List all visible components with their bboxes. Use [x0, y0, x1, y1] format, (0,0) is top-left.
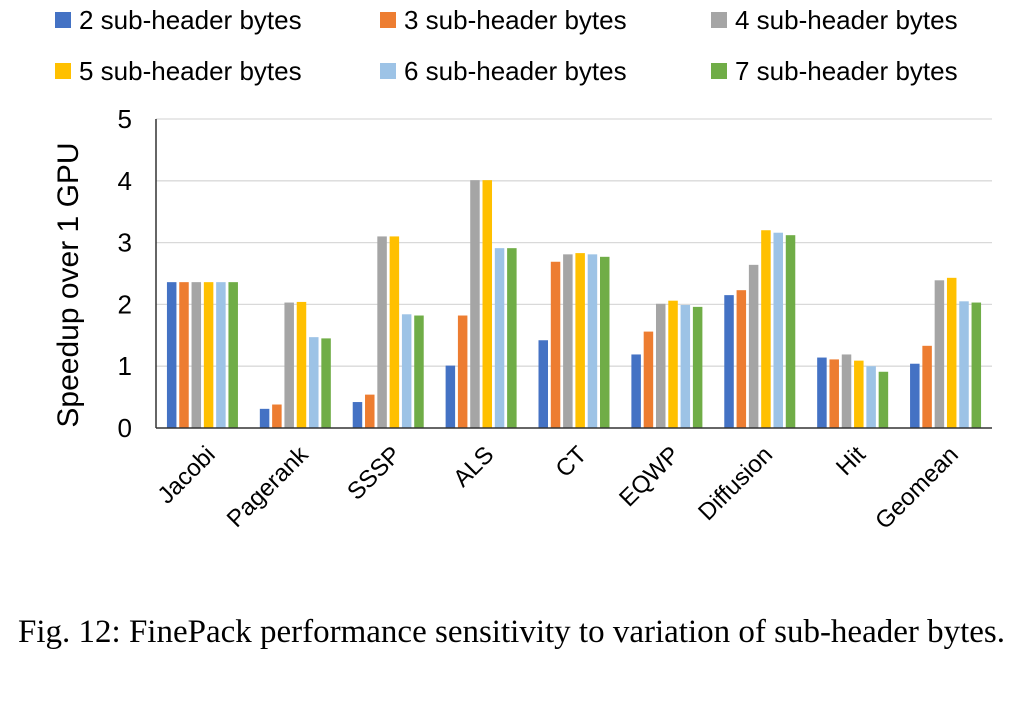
bar-jacobi-series-1 — [166, 282, 177, 428]
bar-ct-series-5 — [587, 254, 598, 428]
bar-geomean-series-1 — [910, 363, 920, 428]
bar-eqwp-series-4 — [668, 300, 678, 428]
y-axis-title: Speedup over 1 GPU — [52, 142, 85, 427]
figure-caption: Fig. 12: FinePack performance sensitivit… — [18, 614, 1006, 650]
bar-geomean-series-3 — [934, 280, 945, 428]
bar-ct-series-4 — [575, 253, 585, 428]
x-tick-label: Geomean — [870, 441, 964, 535]
bar-eqwp-series-3 — [655, 303, 666, 428]
x-tick-labels: Jacobi Pagerank SSSP ALS CT EQWP Diffusion Hit G… — [153, 440, 964, 534]
bar-hit-series-5 — [866, 366, 876, 428]
bar-ct-series-1 — [538, 340, 548, 428]
x-tick-label: Jacobi — [153, 441, 221, 509]
bar-geomean-series-6 — [971, 302, 982, 428]
bars — [166, 180, 982, 428]
bar-pagerank-series-1 — [259, 408, 270, 428]
bar-sssp-series-3 — [377, 236, 387, 428]
bar-sssp-series-1 — [352, 402, 363, 428]
x-tick-label: Hit — [831, 441, 871, 481]
legend-swatch — [711, 12, 727, 28]
bar-diffusion-series-4 — [761, 230, 771, 428]
y-tick-label: 2 — [118, 289, 132, 319]
bar-geomean-series-5 — [959, 301, 969, 428]
bar-ct-series-3 — [563, 254, 573, 428]
y-tick-label: 1 — [118, 351, 132, 381]
y-tick-label: 3 — [118, 228, 132, 258]
legend-swatch — [380, 63, 396, 79]
bar-jacobi-series-5 — [216, 282, 226, 428]
legend-swatch — [55, 63, 71, 79]
bar-diffusion-series-2 — [736, 290, 747, 428]
bar-diffusion-series-5 — [773, 232, 783, 428]
bar-hit-series-6 — [878, 371, 889, 428]
y-tick-labels: 0 1 2 3 4 5 — [118, 104, 132, 443]
bar-ct-series-2 — [550, 261, 561, 428]
bar-jacobi-series-6 — [228, 282, 238, 428]
legend-swatch — [380, 12, 396, 28]
bar-geomean-series-2 — [922, 345, 932, 428]
chart: 2 sub-header bytes 3 sub-header bytes 4 su… — [52, 5, 992, 535]
gridlines — [156, 118, 992, 367]
y-tick-label: 5 — [118, 104, 132, 134]
bar-als-series-4 — [482, 180, 493, 428]
bar-als-series-2 — [457, 315, 468, 428]
bar-ct-series-6 — [600, 256, 610, 428]
bar-sssp-series-5 — [401, 314, 412, 428]
bar-pagerank-series-2 — [272, 404, 282, 428]
x-tick-label: EQWP — [614, 441, 685, 512]
legend-label: 4 sub-header bytes — [735, 5, 958, 35]
bar-eqwp-series-2 — [643, 331, 654, 428]
legend-label: 2 sub-header bytes — [79, 5, 302, 35]
bar-eqwp-series-1 — [631, 354, 641, 428]
legend-label: 3 sub-header bytes — [404, 5, 627, 35]
legend: 2 sub-header bytes 3 sub-header bytes 4 su… — [55, 5, 958, 86]
bar-als-series-1 — [445, 365, 456, 428]
bar-hit-series-4 — [854, 360, 864, 428]
y-tick-label: 4 — [118, 166, 132, 196]
x-tick-label: Pagerank — [222, 440, 314, 532]
bar-pagerank-series-6 — [321, 338, 331, 428]
bar-sssp-series-2 — [365, 394, 375, 428]
bar-geomean-series-4 — [946, 277, 957, 428]
x-tick-label: SSSP — [342, 441, 406, 505]
bar-pagerank-series-4 — [296, 301, 307, 428]
bar-jacobi-series-3 — [191, 282, 202, 428]
bar-jacobi-series-2 — [179, 282, 189, 428]
bar-diffusion-series-1 — [724, 295, 734, 428]
x-tick-label: ALS — [448, 441, 499, 492]
y-tick-label: 0 — [118, 413, 132, 443]
legend-label: 7 sub-header bytes — [735, 56, 958, 86]
legend-label: 6 sub-header bytes — [404, 56, 627, 86]
x-tick-label: Diffusion — [693, 441, 778, 526]
bar-hit-series-1 — [817, 357, 827, 428]
x-tick-label: CT — [551, 441, 593, 483]
bar-hit-series-3 — [841, 354, 852, 428]
bar-als-series-6 — [507, 248, 517, 428]
legend-swatch — [55, 12, 71, 28]
bar-als-series-3 — [470, 180, 480, 428]
bar-eqwp-series-6 — [692, 306, 703, 428]
bar-jacobi-series-4 — [203, 282, 214, 428]
bar-pagerank-series-3 — [284, 302, 294, 428]
bar-diffusion-series-3 — [748, 264, 759, 428]
axes — [155, 119, 992, 429]
legend-label: 5 sub-header bytes — [79, 56, 302, 86]
legend-swatch — [711, 63, 727, 79]
bar-sssp-series-6 — [414, 315, 424, 428]
bar-hit-series-2 — [829, 359, 839, 428]
bar-sssp-series-4 — [389, 236, 400, 428]
bar-pagerank-series-5 — [309, 337, 319, 428]
bar-als-series-5 — [494, 248, 505, 428]
bar-diffusion-series-6 — [785, 235, 796, 428]
bar-eqwp-series-5 — [680, 305, 691, 428]
